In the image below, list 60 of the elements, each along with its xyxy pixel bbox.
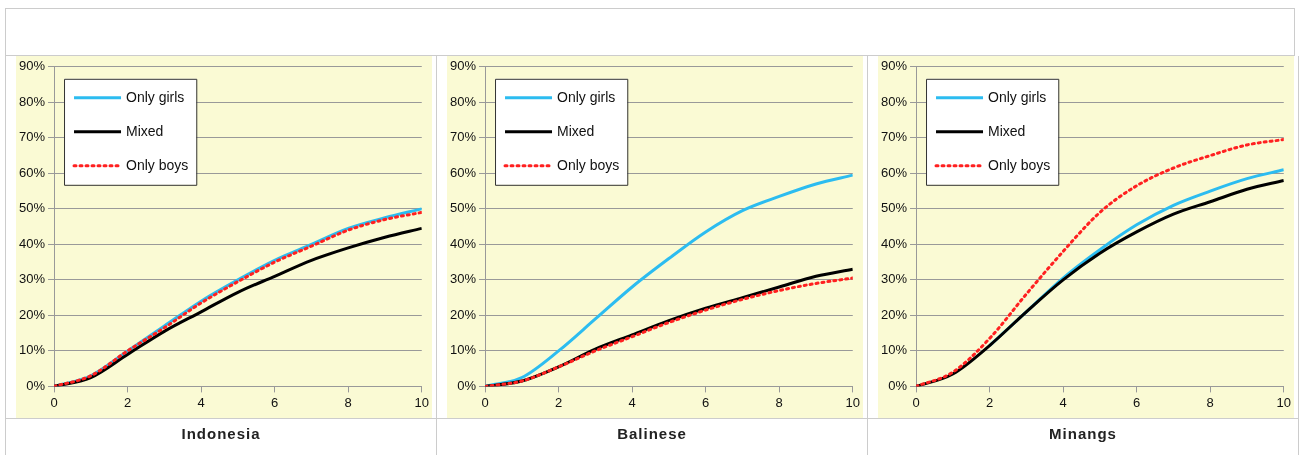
x-tick-label: 10 <box>845 394 860 410</box>
y-tick-label: 0% <box>26 377 46 393</box>
legend-label: Mixed <box>988 122 1026 139</box>
y-tick-label: 40% <box>449 235 477 251</box>
x-tick-label: 0 <box>912 394 920 410</box>
y-tick-label: 10% <box>880 342 908 358</box>
y-tick-label: 40% <box>880 235 908 251</box>
legend-label: Only boys <box>126 156 189 173</box>
legend-label: Only girls <box>988 88 1047 105</box>
y-tick-label: 70% <box>18 129 46 145</box>
y-tick-label: 0% <box>888 377 908 393</box>
y-tick-label: 30% <box>880 271 908 287</box>
x-axis-title: Minangs <box>868 418 1298 455</box>
y-tick-label: 90% <box>880 58 908 74</box>
x-tick-label: 0 <box>481 394 489 410</box>
y-tick-label: 60% <box>449 164 477 180</box>
y-tick-label: 80% <box>449 93 477 109</box>
x-tick-label: 6 <box>702 394 710 410</box>
legend-label: Mixed <box>126 122 164 139</box>
x-tick-label: 0 <box>50 394 58 410</box>
x-tick-label: 6 <box>271 394 279 410</box>
legend-label: Only girls <box>557 88 616 105</box>
x-tick-label: 8 <box>1206 394 1214 410</box>
y-tick-label: 70% <box>880 129 908 145</box>
y-tick-label: 20% <box>18 306 46 322</box>
y-tick-label: 80% <box>880 93 908 109</box>
x-tick-label: 4 <box>197 394 205 410</box>
x-tick-label: 2 <box>123 394 132 410</box>
x-tick-label: 4 <box>628 394 636 410</box>
x-axis-title: Indonesia <box>6 418 436 455</box>
legend-label: Only girls <box>126 88 185 105</box>
y-tick-label: 60% <box>880 164 908 180</box>
y-tick-label: 40% <box>18 235 46 251</box>
x-tick-label: 10 <box>1276 394 1291 410</box>
x-tick-label: 10 <box>414 394 429 410</box>
legend-label: Mixed <box>557 122 595 139</box>
x-tick-label: 4 <box>1059 394 1067 410</box>
x-tick-label: 8 <box>775 394 783 410</box>
y-tick-label: 30% <box>449 271 477 287</box>
x-tick-label: 8 <box>344 394 352 410</box>
y-tick-label: 30% <box>18 271 46 287</box>
y-tick-label: 20% <box>880 306 908 322</box>
y-tick-label: 0% <box>457 377 477 393</box>
y-tick-label: 10% <box>18 342 46 358</box>
y-tick-label: 90% <box>18 58 46 74</box>
x-tick-label: 6 <box>1133 394 1141 410</box>
y-tick-label: 90% <box>449 58 477 74</box>
y-tick-label: 20% <box>449 306 477 322</box>
legend-label: Only boys <box>988 156 1051 173</box>
x-tick-label: 2 <box>554 394 563 410</box>
x-axis-title: Balinese <box>437 418 867 455</box>
legend-label: Only boys <box>557 156 620 173</box>
y-tick-label: 10% <box>449 342 477 358</box>
y-tick-label: 60% <box>18 164 46 180</box>
y-tick-label: 50% <box>880 200 908 216</box>
y-tick-label: 50% <box>449 200 477 216</box>
y-tick-label: 80% <box>18 93 46 109</box>
y-tick-label: 50% <box>18 200 46 216</box>
y-tick-label: 70% <box>449 129 477 145</box>
x-tick-label: 2 <box>985 394 994 410</box>
